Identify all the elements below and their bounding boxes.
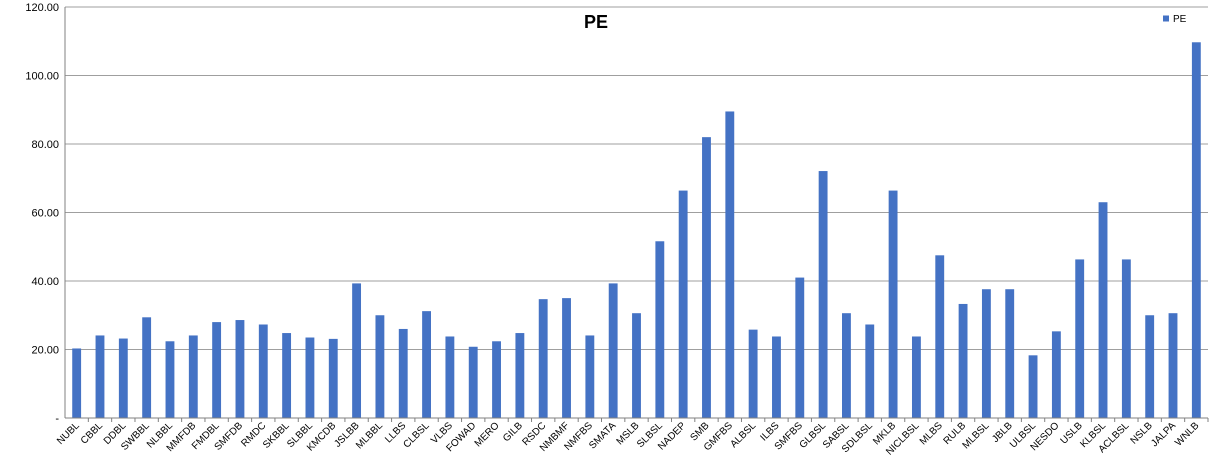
bar-jslbb	[352, 283, 362, 418]
y-tick-label: 40.00	[31, 276, 59, 288]
bar-mmfdb	[188, 335, 198, 418]
bar-nslb	[1145, 315, 1155, 418]
bar-niclbsl	[911, 336, 921, 418]
bar-sdlbsl	[865, 324, 875, 418]
bar-sabsl	[842, 313, 851, 418]
x-category-label: JALPA	[1149, 420, 1178, 449]
x-category-label: MLBBL	[354, 420, 385, 451]
legend-label: PE	[1173, 14, 1187, 25]
x-axis-category-labels: NUBLCBBLDDBLSWBBLNLBBLMMFDBFMDBLSMFDBRMD…	[55, 420, 1202, 458]
x-category-label: WNLB	[1173, 420, 1201, 448]
x-category-label: MLBS	[918, 420, 945, 447]
bar-gilb	[515, 333, 525, 418]
bar-nubl	[72, 348, 82, 418]
x-category-label: NUBL	[55, 420, 82, 447]
y-axis-tick-labels: - 20.00 40.00 60.00 80.00 100.00 120.00	[25, 2, 59, 425]
legend: PE	[1163, 14, 1187, 25]
bar-ulbsl	[1028, 355, 1038, 418]
bar-mlbsl	[981, 289, 991, 418]
bar-smb	[702, 137, 711, 418]
x-category-label: MLBSL	[961, 420, 992, 451]
axes	[64, 7, 1209, 422]
y-tick-label: 120.00	[25, 2, 59, 14]
bar-gmfbs	[725, 111, 735, 419]
bar-slbbl	[305, 337, 315, 418]
bar-nmfbs	[585, 335, 595, 418]
x-category-label: MERO	[473, 420, 502, 449]
bar-smfbs	[795, 277, 805, 418]
bar-aclbsl	[1121, 259, 1131, 418]
x-category-label: CLBSL	[401, 420, 431, 450]
y-tick-label: -	[55, 413, 59, 425]
bar-swbbl	[142, 317, 152, 418]
bar-mlbs	[935, 255, 945, 418]
bar-cbbl	[95, 335, 105, 418]
bar-nadep	[678, 190, 688, 418]
x-category-label: ALBSL	[728, 420, 758, 450]
chart-title: PE	[584, 12, 608, 32]
bar-clbsl	[422, 311, 431, 418]
gridlines	[65, 6, 1208, 350]
bar-klbsl	[1098, 202, 1108, 418]
bar-llbs	[398, 328, 408, 418]
bar-smata	[608, 283, 618, 418]
bar-kmcdb	[328, 338, 338, 418]
bar-mklb	[888, 190, 898, 418]
bar-slbsl	[655, 241, 665, 418]
bar-fmdbl	[212, 322, 222, 418]
bar-rsdc	[538, 299, 548, 418]
bar-uslb	[1075, 259, 1085, 418]
x-category-label: SMATA	[587, 420, 618, 451]
bar-ddbl	[118, 338, 128, 418]
bar-rulb	[958, 303, 968, 418]
bar-wnlb	[1191, 42, 1201, 419]
y-tick-label: 20.00	[31, 345, 59, 357]
y-tick-label: 60.00	[31, 208, 59, 220]
bar-mslb	[632, 313, 641, 418]
bar-smfdb	[235, 320, 245, 418]
y-tick-label: 100.00	[25, 71, 59, 83]
legend-swatch	[1163, 15, 1169, 22]
x-category-label: SKBBL	[261, 420, 292, 451]
bar-jblb	[1005, 289, 1015, 418]
y-tick-label: 80.00	[31, 139, 59, 151]
bar-rmdc	[258, 324, 268, 418]
bar-glbsl	[818, 171, 828, 418]
bars	[72, 42, 1201, 419]
bar-mlbbl	[375, 315, 385, 418]
bar-skbbl	[282, 333, 292, 418]
bar-albsl	[748, 329, 758, 418]
bar-ilbs	[772, 336, 781, 418]
bar-vlbs	[445, 336, 455, 418]
bar-fowad	[468, 346, 478, 418]
bar-jalpa	[1168, 313, 1178, 418]
bar-nlbbl	[165, 341, 175, 418]
x-category-label: CBBL	[79, 420, 106, 447]
bar-mero	[492, 341, 501, 418]
bar-nesdo	[1051, 331, 1061, 418]
bar-nmbmf	[562, 298, 571, 418]
